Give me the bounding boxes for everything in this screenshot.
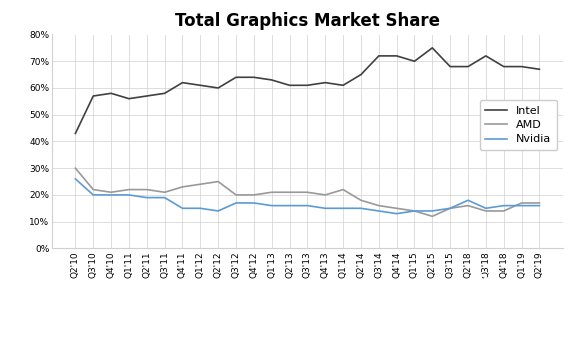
Intel	[304, 83, 311, 87]
Nvidia	[125, 193, 132, 197]
Nvidia	[536, 204, 543, 208]
AMD	[322, 193, 329, 197]
AMD	[429, 214, 436, 218]
Intel	[411, 59, 418, 63]
AMD	[143, 187, 150, 191]
Legend: Intel, AMD, Nvidia: Intel, AMD, Nvidia	[480, 100, 557, 150]
Intel	[375, 54, 382, 58]
Nvidia	[465, 198, 472, 202]
AMD	[268, 190, 275, 194]
AMD	[90, 187, 97, 191]
AMD	[340, 187, 347, 191]
Intel	[447, 65, 454, 69]
Intel	[90, 94, 97, 98]
Nvidia	[375, 209, 382, 213]
Intel	[340, 83, 347, 87]
AMD	[108, 190, 115, 194]
Intel	[465, 65, 472, 69]
Intel	[108, 91, 115, 95]
Intel	[125, 97, 132, 101]
Intel	[536, 67, 543, 71]
Nvidia	[143, 196, 150, 200]
Nvidia	[197, 206, 204, 210]
Nvidia	[340, 206, 347, 210]
AMD	[518, 201, 525, 205]
Line: Intel: Intel	[75, 48, 539, 134]
Line: Nvidia: Nvidia	[75, 179, 539, 214]
AMD	[286, 190, 293, 194]
AMD	[411, 209, 418, 213]
Intel	[393, 54, 400, 58]
Intel	[72, 131, 79, 136]
Intel	[161, 91, 168, 95]
Intel	[429, 46, 436, 50]
AMD	[375, 204, 382, 208]
Text: Jon Peddie Research: Jon Peddie Research	[463, 294, 508, 298]
AMD	[447, 206, 454, 210]
Intel	[179, 80, 186, 85]
Nvidia	[108, 193, 115, 197]
Nvidia	[233, 201, 240, 205]
AMD	[483, 209, 490, 213]
Intel	[500, 65, 507, 69]
Nvidia	[286, 204, 293, 208]
Intel	[268, 78, 275, 82]
AMD	[125, 187, 132, 191]
Intel	[215, 86, 222, 90]
Intel	[143, 94, 150, 98]
AMD	[304, 190, 311, 194]
AMD	[465, 204, 472, 208]
Intel	[322, 80, 329, 85]
AMD	[72, 166, 79, 170]
Nvidia	[322, 206, 329, 210]
AMD	[393, 206, 400, 210]
Nvidia	[518, 204, 525, 208]
Nvidia	[251, 201, 258, 205]
Intel	[357, 72, 364, 77]
AMD	[251, 193, 258, 197]
AMD	[357, 198, 364, 202]
Intel	[197, 83, 204, 87]
Nvidia	[90, 193, 97, 197]
Intel	[483, 54, 490, 58]
Nvidia	[357, 206, 364, 210]
Nvidia	[447, 206, 454, 210]
Nvidia	[268, 204, 275, 208]
AMD	[197, 182, 204, 186]
Nvidia	[72, 177, 79, 181]
Nvidia	[161, 196, 168, 200]
AMD	[500, 209, 507, 213]
Nvidia	[215, 209, 222, 213]
Text: JPR: JPR	[473, 274, 499, 287]
Nvidia	[429, 209, 436, 213]
AMD	[536, 201, 543, 205]
Title: Total Graphics Market Share: Total Graphics Market Share	[175, 12, 440, 30]
Intel	[518, 65, 525, 69]
Nvidia	[393, 211, 400, 216]
Intel	[233, 75, 240, 79]
AMD	[215, 179, 222, 184]
Line: AMD: AMD	[75, 168, 539, 216]
Nvidia	[500, 204, 507, 208]
AMD	[179, 185, 186, 189]
Nvidia	[179, 206, 186, 210]
Nvidia	[304, 204, 311, 208]
AMD	[161, 190, 168, 194]
Nvidia	[411, 209, 418, 213]
Intel	[286, 83, 293, 87]
Intel	[251, 75, 258, 79]
AMD	[233, 193, 240, 197]
Nvidia	[483, 206, 490, 210]
